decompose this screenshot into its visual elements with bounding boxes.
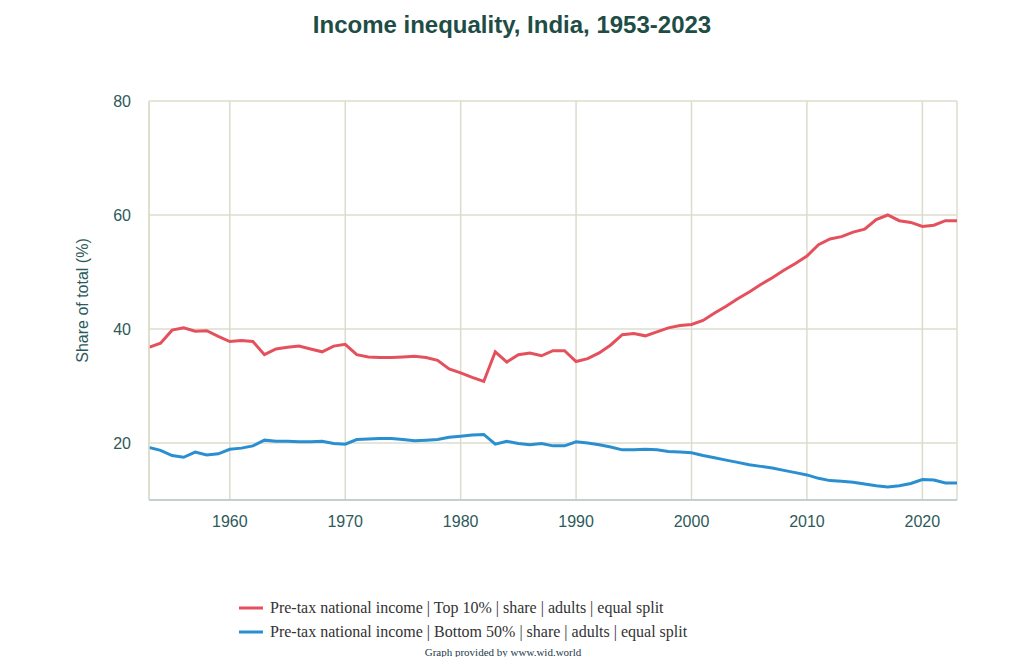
svg-text:2010: 2010 xyxy=(789,513,825,530)
svg-text:80: 80 xyxy=(113,93,131,110)
html-text:Graph provided by www.wid.worl: Graph provided by www.wid.world xyxy=(424,646,582,658)
svg-text:1980: 1980 xyxy=(443,513,479,530)
svg-text:1970: 1970 xyxy=(327,513,363,530)
svg-text:40: 40 xyxy=(113,321,131,338)
html-text:Income inequality, India, 1953: Income inequality, India, 1953-2023 xyxy=(312,11,712,38)
svg-text:2020: 2020 xyxy=(905,513,941,530)
svg-text:20: 20 xyxy=(113,435,131,452)
html-text:Pre-tax national income | Bott: Pre-tax national income | Bottom 50% | s… xyxy=(270,623,688,640)
html-text:Pre-tax national income | Top: Pre-tax national income | Top 10% | shar… xyxy=(270,599,664,616)
svg-text:Share of total (%): Share of total (%) xyxy=(74,238,91,363)
svg-text:60: 60 xyxy=(113,207,131,224)
svg-text:1960: 1960 xyxy=(212,513,248,530)
svg-text:1990: 1990 xyxy=(558,513,594,530)
svg-text:2000: 2000 xyxy=(674,513,710,530)
